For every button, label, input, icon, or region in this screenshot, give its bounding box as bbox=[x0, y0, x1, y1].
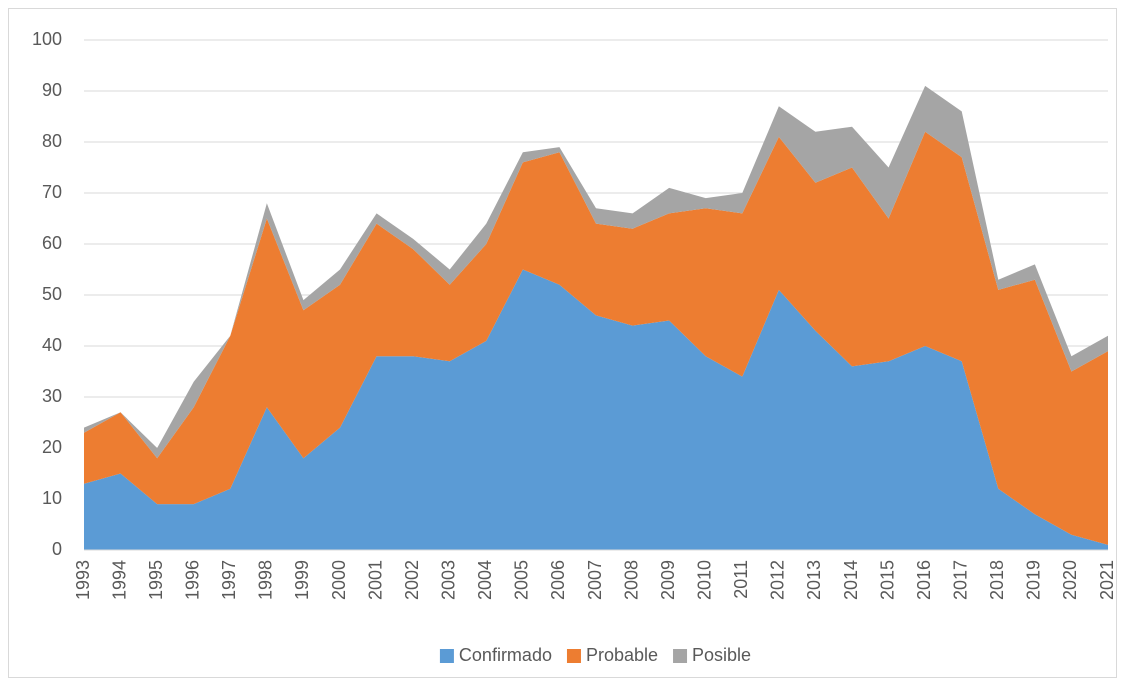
x-tick-label: 2003 bbox=[438, 560, 458, 600]
x-tick-label: 1996 bbox=[182, 560, 202, 600]
x-tick-label: 1995 bbox=[146, 560, 166, 600]
y-tick-label: 50 bbox=[42, 284, 62, 304]
x-tick-label: 1999 bbox=[292, 560, 312, 600]
legend-label: Posible bbox=[692, 645, 751, 665]
legend-item: Probable bbox=[566, 645, 658, 665]
legend-swatch bbox=[673, 649, 688, 663]
x-tick-label: 1997 bbox=[219, 560, 239, 600]
y-tick-label: 30 bbox=[42, 386, 62, 406]
x-tick-label: 1998 bbox=[256, 560, 276, 600]
legend-label: Probable bbox=[586, 645, 658, 665]
x-tick-label: 2020 bbox=[1060, 560, 1080, 600]
y-tick-label: 80 bbox=[42, 131, 62, 151]
x-tick-label: 2016 bbox=[914, 560, 934, 600]
x-tick-label: 2006 bbox=[548, 560, 568, 600]
x-tick-label: 2009 bbox=[658, 560, 678, 600]
x-tick-label: 2021 bbox=[1097, 560, 1117, 600]
y-tick-label: 20 bbox=[42, 437, 62, 457]
x-tick-label: 2010 bbox=[694, 560, 714, 600]
x-tick-label: 2014 bbox=[841, 560, 861, 600]
area bbox=[84, 131, 1108, 545]
area bbox=[84, 269, 1108, 550]
x-tick-label: 1994 bbox=[109, 560, 129, 600]
legend-item: Posible bbox=[673, 645, 751, 665]
y-tick-label: 90 bbox=[42, 80, 62, 100]
x-tick-label: 2012 bbox=[768, 560, 788, 600]
x-tick-label: 2018 bbox=[987, 560, 1007, 600]
x-tick-label: 2015 bbox=[877, 560, 897, 600]
x-tick-label: 2002 bbox=[402, 560, 422, 600]
y-tick-label: 70 bbox=[42, 182, 62, 202]
x-tick-label: 2005 bbox=[512, 560, 532, 600]
x-tick-label: 2004 bbox=[475, 560, 495, 600]
y-tick-label: 60 bbox=[42, 233, 62, 253]
legend-swatch bbox=[566, 649, 581, 663]
area bbox=[84, 85, 1108, 459]
legend-label: Confirmado bbox=[459, 645, 552, 665]
y-tick-label: 0 bbox=[52, 539, 62, 559]
x-tick-label: 2000 bbox=[329, 560, 349, 600]
x-tick-label: 2001 bbox=[365, 560, 385, 600]
x-tick-label: 2017 bbox=[950, 560, 970, 600]
y-tick-label: 100 bbox=[32, 29, 62, 49]
x-tick-label: 1993 bbox=[73, 560, 93, 600]
legend-item: Confirmado bbox=[439, 645, 552, 665]
y-tick-label: 10 bbox=[42, 488, 62, 508]
x-tick-label: 2007 bbox=[585, 560, 605, 600]
x-tick-label: 2008 bbox=[621, 560, 641, 600]
x-tick-label: 2019 bbox=[1024, 560, 1044, 600]
x-tick-label: 2013 bbox=[804, 560, 824, 600]
x-tick-label: 2011 bbox=[731, 560, 751, 599]
y-tick-label: 40 bbox=[42, 335, 62, 355]
legend-swatch bbox=[439, 649, 454, 663]
